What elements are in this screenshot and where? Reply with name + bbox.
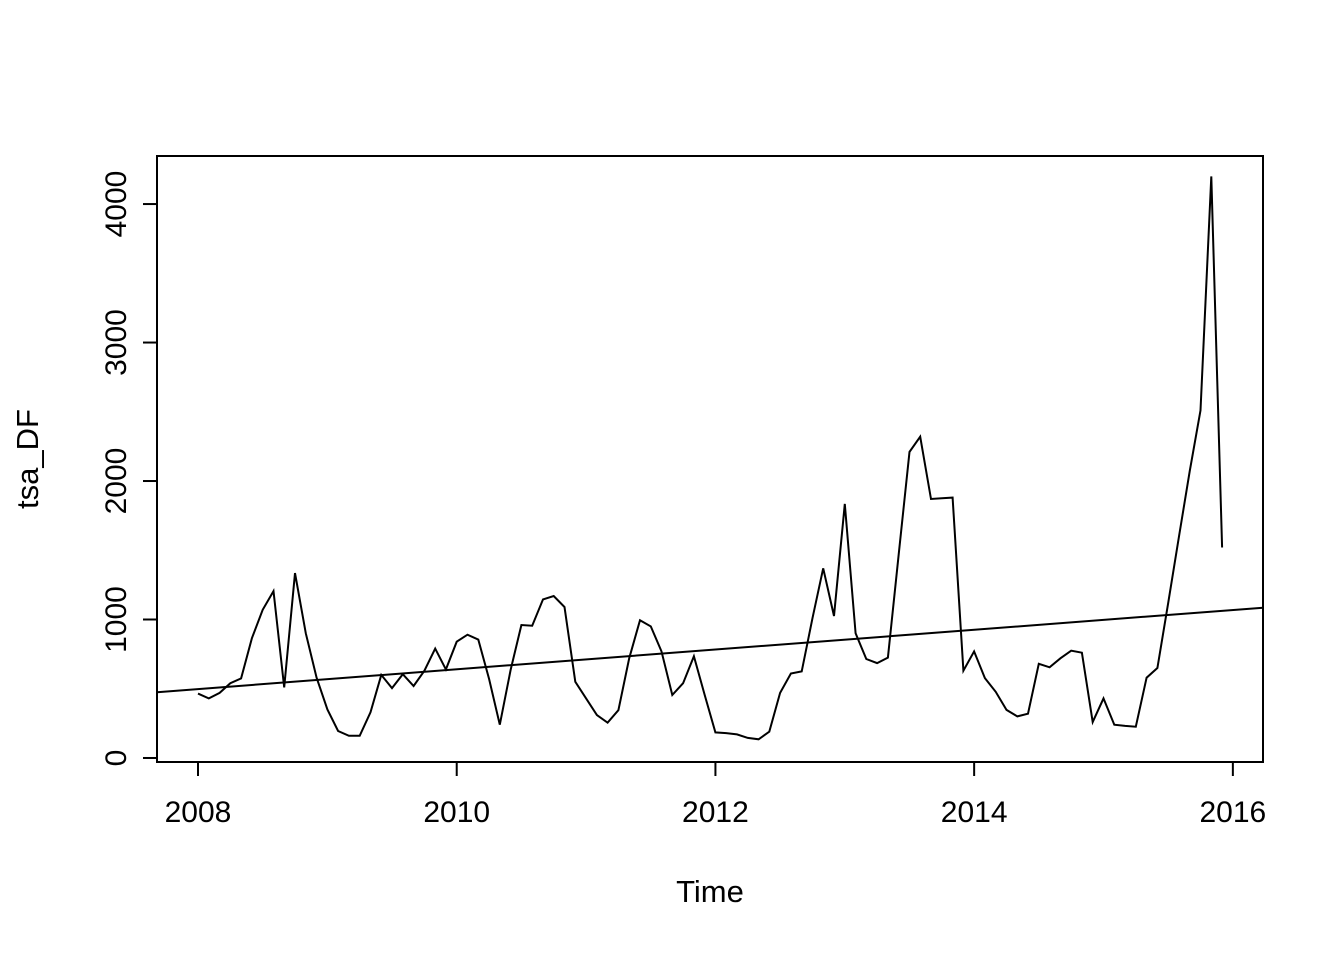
x-tick-label: 2016 bbox=[1199, 796, 1266, 829]
x-tick-label: 2010 bbox=[423, 796, 490, 829]
plot-box bbox=[156, 155, 1264, 763]
x-axis-ticks: 2008 2010 2012 2014 2016 bbox=[165, 762, 1266, 829]
x-tick-label: 2012 bbox=[682, 796, 749, 829]
y-tick-label: 0 bbox=[100, 750, 133, 767]
y-tick-label: 1000 bbox=[100, 586, 133, 653]
y-tick-label: 3000 bbox=[100, 309, 133, 376]
y-axis-title: tsa_DF bbox=[10, 409, 45, 509]
x-tick-label: 2014 bbox=[941, 796, 1008, 829]
y-axis-ticks: 0 1000 2000 3000 4000 bbox=[100, 171, 157, 767]
x-tick-label: 2008 bbox=[165, 796, 232, 829]
series-line bbox=[197, 176, 1224, 741]
x-axis-title: Time bbox=[676, 874, 744, 909]
y-tick-label: 2000 bbox=[100, 448, 133, 515]
y-tick-label: 4000 bbox=[100, 171, 133, 238]
trend-line bbox=[156, 606, 1264, 694]
data-lines bbox=[156, 176, 1264, 741]
